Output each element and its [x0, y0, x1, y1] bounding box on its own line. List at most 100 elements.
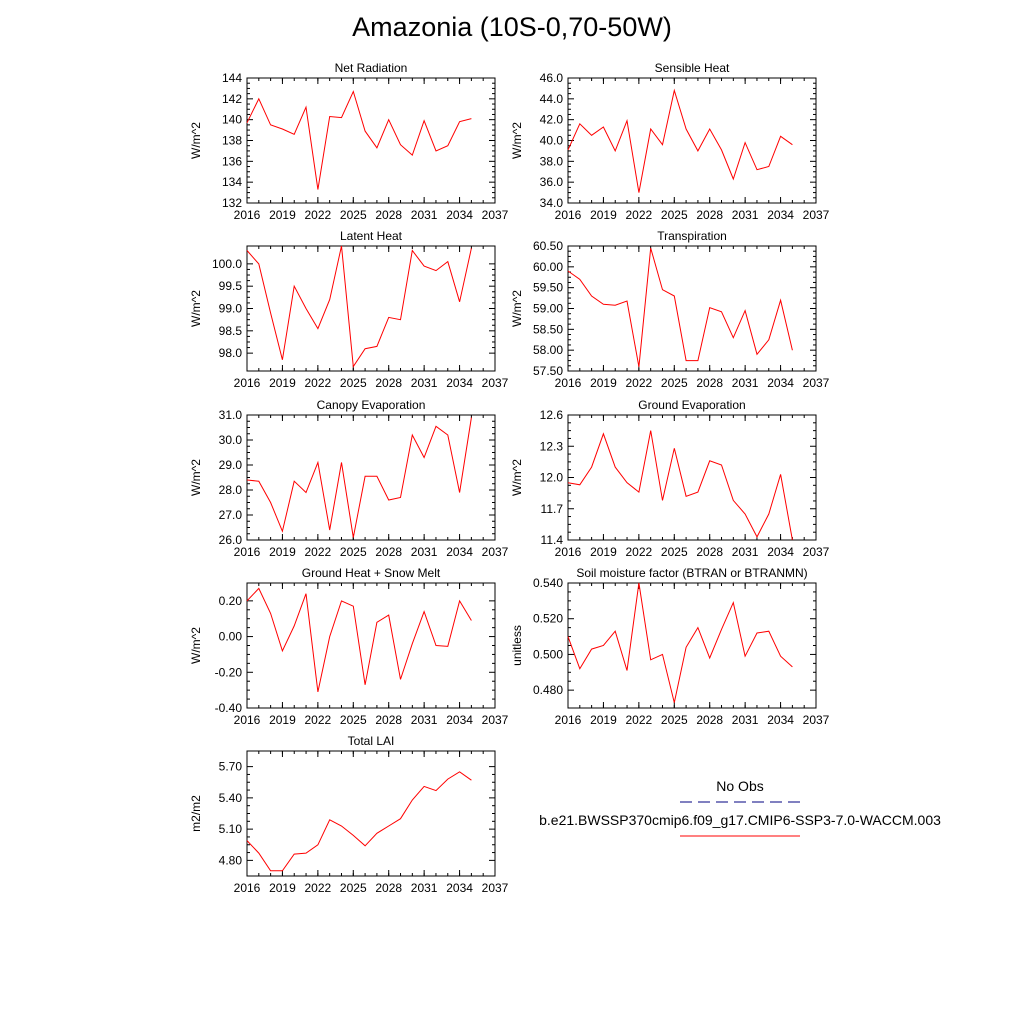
y-tick-label: 99.0: [219, 302, 243, 316]
y-tick-label: 5.40: [219, 791, 243, 805]
plot-frame: [567, 245, 817, 372]
figure-title: Amazonia (10S-0,70-50W): [352, 12, 672, 42]
y-tick-label: 57.50: [533, 364, 563, 378]
x-tick-label: 2019: [590, 208, 617, 222]
y-tick-label: 12.3: [540, 439, 564, 453]
chart-net-radiation: Net Radiation 2016 2019 2022 2025 2028 2031 203…: [189, 61, 509, 222]
x-tick-label: 2031: [732, 545, 759, 559]
legend-line-model: [680, 835, 800, 837]
x-tick-label: 2022: [305, 376, 332, 390]
x-tick-label: 2034: [446, 545, 473, 559]
y-axis-label: W/m^2: [189, 627, 203, 664]
y-tick-label: 98.5: [219, 324, 243, 338]
y-tick-label: 34.0: [540, 196, 564, 210]
y-tick-label: 100.0: [212, 257, 242, 271]
x-tick-label: 2025: [661, 713, 688, 727]
x-tick-label: 2022: [305, 713, 332, 727]
chart-title: Ground Evaporation: [638, 398, 745, 412]
y-tick-label: 40.0: [540, 134, 564, 148]
y-tick-label: 0.500: [533, 647, 563, 661]
x-tick-label: 2037: [803, 376, 830, 390]
y-tick-label: 31.0: [219, 408, 243, 422]
x-tick-label: 2031: [732, 376, 759, 390]
x-tick-label: 2037: [482, 713, 509, 727]
plot-frame: [246, 414, 496, 541]
y-axis-label: W/m^2: [510, 459, 524, 496]
y-axis-label: W/m^2: [510, 290, 524, 327]
y-tick-label: 11.4: [541, 533, 564, 547]
chart-sensible-heat: Sensible Heat 2016 2019 2022 2025 2028 2031 203…: [510, 61, 830, 222]
x-tick-label: 2019: [269, 208, 296, 222]
x-tick-label: 2022: [626, 208, 653, 222]
chart-title: Total LAI: [348, 734, 395, 748]
y-tick-label: 11.7: [541, 502, 564, 516]
y-tick-label: -0.20: [215, 665, 243, 679]
x-tick-label: 2019: [269, 713, 296, 727]
legend-line-obs: [680, 801, 800, 803]
x-tick-label: 2034: [767, 545, 794, 559]
x-tick-label: 2034: [767, 713, 794, 727]
plot-frame: [567, 414, 817, 541]
series-line: [246, 90, 472, 190]
y-tick-label: 0.480: [533, 683, 563, 697]
y-tick-label: 59.50: [533, 281, 563, 295]
x-tick-label: 2037: [482, 545, 509, 559]
chart-soil-moisture-factor: Soil moisture factor (BTRAN or BTRANMN) 2…: [510, 566, 830, 727]
series-line: [567, 88, 793, 193]
chart-title: Canopy Evaporation: [317, 398, 426, 412]
x-tick-label: 2016: [555, 376, 582, 390]
y-axis-label: unitless: [510, 625, 524, 666]
x-tick-label: 2034: [767, 376, 794, 390]
x-tick-label: 2016: [555, 545, 582, 559]
y-tick-label: 58.50: [533, 322, 563, 336]
x-tick-label: 2016: [234, 713, 261, 727]
x-tick-label: 2031: [411, 713, 438, 727]
y-tick-label: 138: [222, 134, 242, 148]
plot-frame: [246, 750, 496, 877]
y-tick-label: 30.0: [219, 433, 243, 447]
series-line: [567, 430, 793, 541]
y-tick-label: 0.20: [219, 594, 243, 608]
y-axis-label: W/m^2: [189, 290, 203, 327]
x-tick-label: 2022: [626, 713, 653, 727]
x-tick-label: 2031: [411, 376, 438, 390]
x-tick-label: 2019: [590, 713, 617, 727]
x-tick-label: 2028: [696, 208, 723, 222]
y-tick-label: 136: [222, 154, 242, 168]
x-tick-label: 2034: [446, 881, 473, 895]
y-tick-label: 60.00: [533, 260, 563, 274]
x-tick-label: 2037: [803, 545, 830, 559]
x-tick-label: 2025: [661, 208, 688, 222]
x-tick-label: 2028: [696, 545, 723, 559]
legend-label-obs: No Obs: [716, 778, 764, 794]
chart-title: Ground Heat + Snow Melt: [302, 566, 441, 580]
x-tick-label: 2016: [234, 881, 261, 895]
y-axis-label: W/m^2: [189, 122, 203, 159]
x-tick-label: 2037: [482, 376, 509, 390]
series-line: [567, 247, 793, 367]
x-tick-label: 2025: [340, 545, 367, 559]
y-tick-label: 5.10: [219, 822, 243, 836]
y-tick-label: 132: [222, 196, 242, 210]
x-tick-label: 2016: [234, 545, 261, 559]
y-tick-label: 26.0: [219, 533, 243, 547]
y-axis-label: W/m^2: [189, 459, 203, 496]
y-tick-label: 38.0: [540, 154, 564, 168]
x-tick-label: 2034: [446, 208, 473, 222]
y-tick-label: -0.40: [215, 701, 243, 715]
x-tick-label: 2037: [482, 881, 509, 895]
y-tick-label: 99.5: [219, 279, 243, 293]
y-tick-label: 0.540: [533, 576, 563, 590]
y-tick-label: 58.00: [533, 343, 563, 357]
y-tick-label: 4.80: [219, 853, 243, 867]
x-tick-label: 2022: [305, 881, 332, 895]
chart-title: Sensible Heat: [655, 61, 730, 75]
x-tick-label: 2034: [446, 713, 473, 727]
plot-frame: [567, 582, 817, 709]
y-tick-label: 28.0: [219, 483, 243, 497]
x-tick-label: 2028: [375, 376, 402, 390]
y-tick-label: 46.0: [540, 71, 564, 85]
y-tick-label: 42.0: [540, 113, 564, 127]
x-tick-label: 2022: [305, 545, 332, 559]
